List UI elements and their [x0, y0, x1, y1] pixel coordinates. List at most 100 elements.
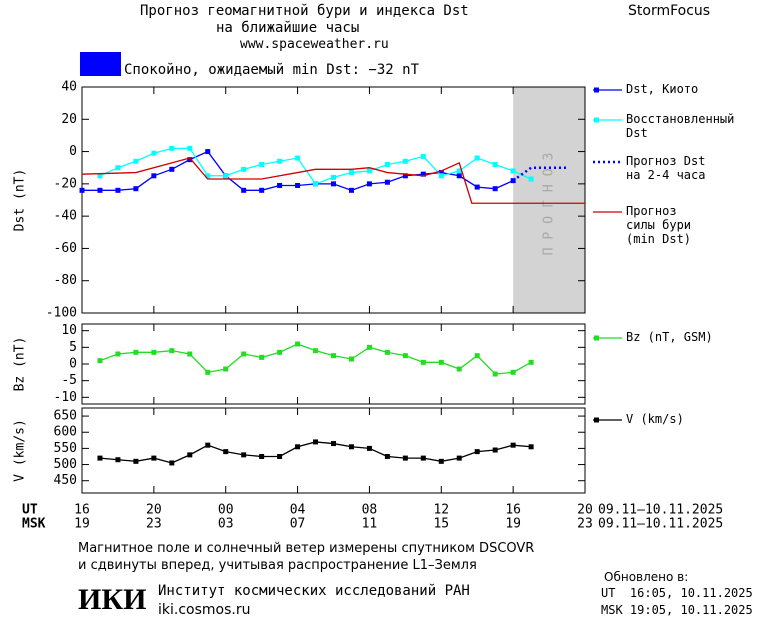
- marker: [115, 457, 121, 463]
- y-tick-label: -5: [61, 373, 77, 388]
- x2-tick-label: 23: [146, 517, 162, 532]
- x-axis-title: UT: [22, 503, 38, 518]
- y-tick-label: 600: [54, 425, 77, 440]
- marker: [187, 145, 193, 151]
- x2-tick-label: 03: [218, 517, 234, 532]
- marker: [169, 145, 175, 151]
- legend-marker: [594, 417, 599, 423]
- legend-label: Прогноз Dst на 2-4 часа: [626, 154, 706, 182]
- site: iki.cosmos.ru: [158, 602, 251, 618]
- x-tick-label: 20: [146, 503, 162, 518]
- y-tick-label: 20: [61, 112, 77, 127]
- marker: [492, 447, 498, 453]
- x-tick-label: 16: [74, 503, 90, 518]
- marker: [79, 187, 85, 193]
- marker: [97, 187, 103, 193]
- marker: [295, 341, 301, 347]
- y-tick-label: 450: [54, 473, 77, 488]
- y-tick-label: 650: [54, 409, 77, 424]
- marker: [510, 178, 516, 184]
- marker: [295, 182, 301, 188]
- marker: [331, 441, 336, 447]
- marker: [97, 455, 103, 461]
- title: Прогноз геомагнитной бури и индекса Dst: [140, 3, 469, 19]
- marker: [187, 157, 193, 163]
- marker: [313, 348, 319, 354]
- marker: [384, 161, 390, 167]
- marker: [384, 453, 390, 459]
- marker: [187, 452, 193, 458]
- marker: [438, 173, 444, 179]
- marker: [456, 168, 462, 174]
- marker: [366, 181, 372, 187]
- marker: [474, 353, 480, 359]
- x2-tick-label: 15: [433, 517, 449, 532]
- marker: [366, 344, 372, 350]
- x2-tick-label: 11: [362, 517, 378, 532]
- marker: [474, 184, 480, 190]
- marker: [420, 171, 426, 177]
- y-tick-label: -60: [54, 241, 77, 256]
- marker: [277, 182, 283, 188]
- marker: [510, 168, 516, 174]
- y-tick-label: -10: [54, 390, 77, 405]
- updated: MSK 19:05, 10.11.2025: [601, 603, 753, 617]
- marker: [331, 353, 336, 359]
- marker: [115, 351, 121, 357]
- marker: [402, 353, 408, 359]
- marker: [259, 453, 265, 459]
- x2-tick-label: 19: [505, 517, 521, 532]
- marker: [259, 187, 265, 193]
- marker: [510, 369, 516, 375]
- marker: [241, 452, 247, 458]
- marker: [169, 166, 175, 172]
- marker: [277, 349, 283, 355]
- y-tick-label: 5: [69, 340, 77, 355]
- series-line: [81, 157, 585, 204]
- marker: [384, 349, 390, 355]
- marker: [259, 354, 265, 360]
- marker: [438, 359, 444, 365]
- series-line: [512, 166, 568, 182]
- marker: [528, 176, 534, 182]
- marker: [241, 351, 247, 357]
- marker: [492, 186, 498, 192]
- marker: [331, 181, 336, 187]
- marker: [456, 366, 462, 372]
- x-tick-label: 12: [433, 503, 449, 518]
- marker: [277, 158, 283, 164]
- note: и сдвинуты вперед, учитывая распростране…: [78, 558, 477, 573]
- plot-frame: [81, 86, 586, 314]
- marker: [402, 173, 408, 179]
- title: на ближайшие часы: [216, 20, 360, 36]
- legend-label: Bz (nT, GSM): [626, 330, 713, 344]
- updated: UT 16:05, 10.11.2025: [601, 586, 753, 600]
- legend-label: Прогноз силы бури (min Dst): [626, 204, 692, 246]
- marker: [241, 166, 247, 172]
- marker: [169, 460, 175, 466]
- marker: [115, 187, 121, 193]
- marker: [420, 455, 426, 461]
- marker: [133, 158, 139, 164]
- legend-marker: [594, 117, 599, 123]
- marker: [510, 442, 516, 448]
- x-note: 09.11–10.11.2025: [598, 503, 723, 518]
- marker: [313, 181, 319, 187]
- y-tick-label: 500: [54, 457, 77, 472]
- y-tick-label: -100: [46, 306, 77, 321]
- plot-frame: [81, 323, 586, 405]
- marker: [402, 455, 408, 461]
- y-tick-label: 40: [61, 80, 77, 95]
- marker: [402, 158, 408, 164]
- marker: [205, 173, 211, 179]
- y-axis-title: Dst (nT): [13, 169, 28, 232]
- marker: [438, 458, 444, 464]
- forecast-band: [513, 87, 585, 313]
- y-tick-label: -80: [54, 273, 77, 288]
- x2-tick-label: 19: [74, 517, 90, 532]
- marker: [133, 186, 139, 192]
- forecast-label: ПРОГНОЗ: [542, 145, 557, 256]
- marker: [456, 455, 462, 461]
- marker: [528, 444, 534, 450]
